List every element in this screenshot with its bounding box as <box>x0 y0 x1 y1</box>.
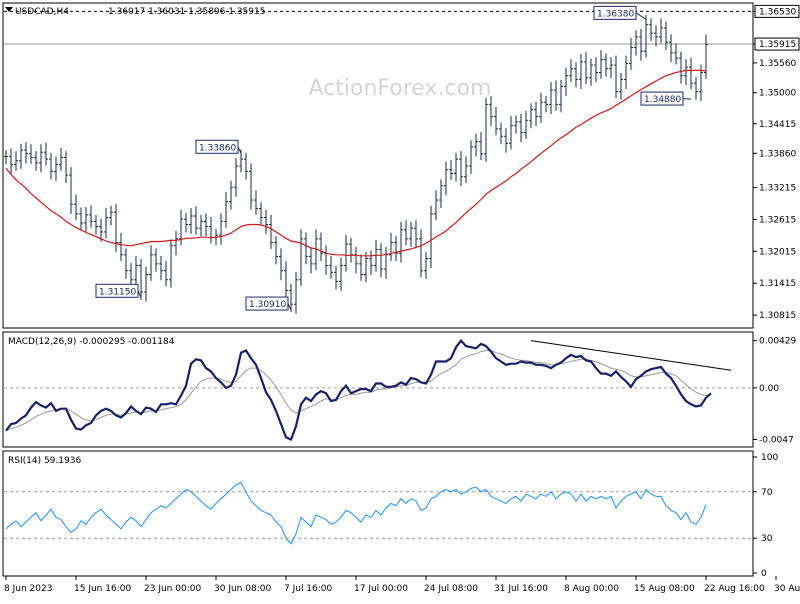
price-y-tick-label: 1.36530 <box>759 7 796 17</box>
price-y-tick-label: 1.33215 <box>759 184 796 194</box>
rsi-y-tick-label: 100 <box>761 453 778 463</box>
time-axis-label: 7 Jul 16:00 <box>284 584 333 594</box>
rsi-y-tick-label: 30 <box>761 534 773 544</box>
price-y-tick-label: 1.34415 <box>759 120 796 130</box>
macd-y-tick-label: 0.00 <box>759 384 779 394</box>
price-y-tick-label: 1.31415 <box>759 279 796 289</box>
annotation-leader <box>682 98 692 100</box>
annotation-leader <box>635 12 647 20</box>
price-y-tick-label: 1.35915 <box>759 40 796 50</box>
annotation-leader <box>137 290 142 298</box>
price-panel-frame <box>2 2 754 329</box>
price-y-tick-label: 1.30815 <box>759 311 796 321</box>
annotation-leader <box>237 146 242 154</box>
moving-average-line <box>5 69 707 257</box>
time-axis-label: 30 Aug 00:00 <box>774 584 800 594</box>
time-axis-label: 23 Jun 00:00 <box>144 584 201 594</box>
time-axis-label: 22 Aug 16:00 <box>704 584 765 594</box>
macd-label: MACD(12,26,9) -0.000295 -0.001184 <box>8 337 175 347</box>
symbol-label: USDCAD,H4 <box>15 7 69 17</box>
rsi-y-tick-label: 70 <box>761 488 773 498</box>
time-axis-label: 17 Jul 00:00 <box>354 584 408 594</box>
macd-y-tick-label: 0.00429 <box>759 337 796 347</box>
time-axis-label: 30 Jun 08:00 <box>214 584 271 594</box>
time-axis-label: 24 Jul 08:00 <box>424 584 478 594</box>
rsi-panel-frame <box>2 450 754 577</box>
rsi-label: RSI(14) 59.1936 <box>8 456 81 466</box>
symbol-dropdown-icon <box>5 7 13 12</box>
macd-line <box>5 338 712 441</box>
annotation-label: 1.31150 <box>99 287 136 297</box>
time-axis-label: 31 Jul 16:00 <box>494 584 548 594</box>
annotation-label: 1.34880 <box>644 95 681 105</box>
watermark: ActionForex.com <box>309 76 492 101</box>
time-axis-label: 8 Aug 00:00 <box>564 584 619 594</box>
annotation-label: 1.33860 <box>199 143 236 153</box>
time-axis-label: 8 Jun 2023 <box>4 584 52 594</box>
annotation-label: 1.36380 <box>597 9 634 19</box>
annotation-leader <box>287 303 292 311</box>
price-y-tick-box <box>754 37 800 51</box>
price-y-tick-label: 1.32015 <box>759 247 796 257</box>
macd-trendline <box>530 340 732 371</box>
macd-y-tick-label: -0.0047 <box>759 436 794 446</box>
price-panel: ActionForex.com USDCAD,H4 1.36017 1.3603… <box>2 2 800 329</box>
time-axis-label: 15 Jun 16:00 <box>74 584 131 594</box>
annotation-label: 1.30910 <box>249 300 286 310</box>
price-y-tick-label: 1.35560 <box>759 59 796 69</box>
price-y-tick-label: 1.35000 <box>759 89 796 99</box>
rsi-y-tick-label: 0 <box>761 569 767 579</box>
ohlc-readout: 1.36017 1.36031 1.35896 1.35915 <box>108 7 265 17</box>
price-y-tick-label: 1.33860 <box>759 149 796 159</box>
time-axis-label: 15 Aug 08:00 <box>634 584 695 594</box>
macd-panel: MACD(12,26,9) -0.000295 -0.001184 0.0042… <box>2 331 796 448</box>
rsi-line <box>5 481 707 545</box>
price-y-tick-box <box>754 4 800 18</box>
time-axis: 8 Jun 2023 15 Jun 16:00 23 Jun 00:00 30 Jun… <box>4 576 800 594</box>
macd-panel-frame <box>2 331 754 448</box>
rsi-panel: RSI(14) 59.1936 100 70 30 0 <box>2 450 778 579</box>
price-y-tick-label: 1.32615 <box>759 215 796 225</box>
